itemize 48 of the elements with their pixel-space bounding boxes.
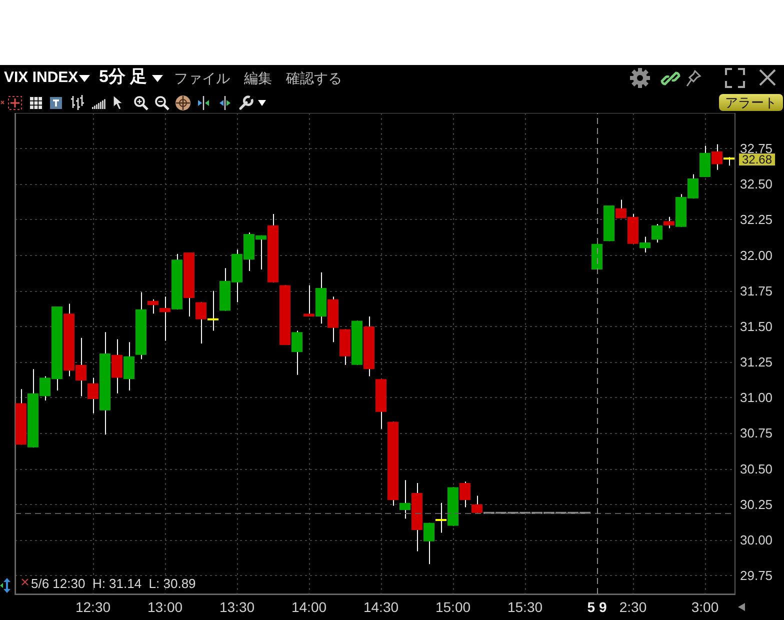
- x-tick-label: 5 9: [587, 599, 607, 615]
- chart-title: VIX INDEX: [4, 69, 78, 87]
- candlestick: [124, 342, 134, 391]
- text: ファイル: [174, 69, 230, 87]
- y-tick-label: 30.75: [740, 426, 773, 441]
- text: 確認する: [286, 69, 342, 87]
- text: アラート: [724, 95, 778, 110]
- x-tick-label: 3:00: [691, 599, 719, 615]
- y-tick-label: 29.75: [740, 568, 773, 583]
- text: 32.68: [742, 152, 772, 167]
- candlestick: [208, 290, 218, 332]
- chart-subtitle: 5分 足: [99, 67, 148, 87]
- y-tick-label: 32.50: [740, 176, 773, 192]
- candlestick: [712, 144, 722, 170]
- y-tick-label: 31.00: [740, 390, 773, 406]
- x-tick-label: 14:00: [291, 599, 327, 615]
- candlestick: [304, 284, 314, 317]
- candlestick: [460, 481, 470, 508]
- x-tick-label: 13:00: [147, 599, 183, 615]
- candlestick: [292, 330, 302, 376]
- x-tick-label: 15:00: [435, 599, 471, 615]
- y-tick-label: 30.00: [740, 532, 773, 548]
- x-tick-label: 12:30: [75, 599, 111, 615]
- candlestick: [112, 338, 122, 394]
- candlestick: [88, 377, 98, 414]
- y-tick-label: 32.25: [740, 212, 773, 228]
- text: 編集: [244, 69, 272, 87]
- candlestick: [472, 495, 482, 514]
- x-tick-label: 2:30: [619, 599, 647, 615]
- y-tick-label: 31.25: [740, 354, 773, 370]
- y-tick-label: 31.75: [740, 283, 773, 298]
- candlestick: [196, 302, 206, 344]
- candlestick: [148, 298, 158, 314]
- x-tick-label: 14:30: [363, 599, 399, 615]
- candlestick: [640, 236, 650, 253]
- candlestick: [400, 480, 410, 520]
- candlestick: [160, 296, 170, 342]
- candlestick: [436, 502, 446, 534]
- y-tick-label: 31.50: [740, 318, 773, 334]
- x-tick-label: 13:30: [219, 599, 255, 615]
- y-tick-label: 32.00: [740, 248, 773, 263]
- y-tick-label: 30.25: [740, 496, 773, 512]
- candlestick: [664, 216, 674, 229]
- candlestick: [652, 224, 662, 243]
- y-tick-label: 30.50: [740, 461, 773, 476]
- candlestick: [424, 522, 434, 565]
- x-tick-label: 15:30: [507, 599, 543, 615]
- annotation: 5/6 12:30 H: 31.14 L: 30.89: [31, 576, 196, 591]
